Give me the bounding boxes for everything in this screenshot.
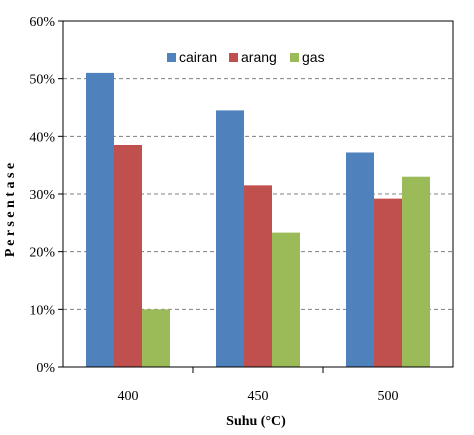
x-axis-title: Suhu (°C)	[226, 414, 286, 429]
legend-swatch-gas	[290, 53, 299, 62]
y-tick-label: 0%	[36, 361, 55, 376]
bar-cairan-450	[216, 110, 244, 367]
legend-swatch-cairan	[167, 53, 176, 62]
bar-arang-450	[244, 185, 272, 367]
y-tick-label: 50%	[29, 73, 55, 88]
bar-cairan-400	[86, 72, 114, 368]
bars	[86, 72, 430, 368]
bar-arang-500	[374, 198, 402, 367]
bar-arang-400	[114, 144, 142, 367]
y-tick-label: 20%	[29, 246, 55, 261]
y-tick-label: 60%	[29, 15, 55, 30]
legend-label-arang: arang	[241, 49, 277, 65]
legend-label-gas: gas	[302, 49, 325, 65]
y-tick-label: 30%	[29, 188, 55, 203]
legend: cairan arang gas	[167, 49, 325, 65]
y-axis-title: P e r s e n t a s e	[3, 163, 18, 257]
y-tick-label: 10%	[29, 303, 55, 318]
legend-label-cairan: cairan	[179, 49, 217, 65]
bar-gas-450	[272, 232, 300, 367]
x-tick-label: 500	[378, 389, 399, 404]
legend-swatch-arang	[229, 53, 238, 62]
bar-gas-400	[142, 309, 170, 367]
x-tick-label: 400	[118, 389, 139, 404]
bar-gas-500	[402, 176, 430, 367]
x-tick-label: 450	[248, 389, 269, 404]
bar-cairan-500	[346, 152, 374, 367]
x-axis-ticks: 400 450 500	[118, 367, 399, 404]
y-tick-label: 40%	[29, 130, 55, 145]
y-axis-ticks: 0% 10% 20% 30% 40% 50% 60%	[29, 15, 63, 376]
